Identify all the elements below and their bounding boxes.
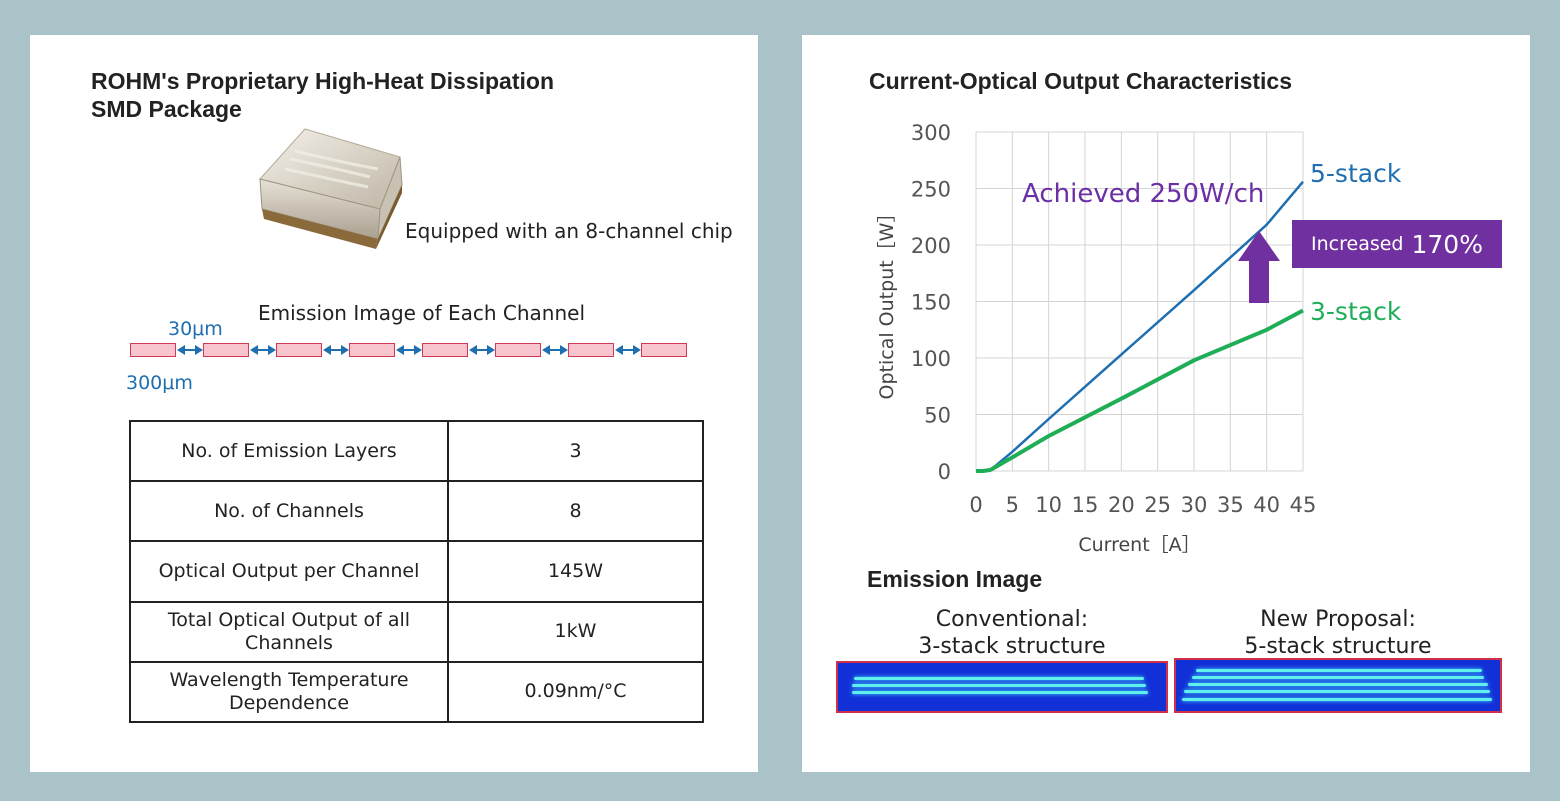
channel-emitter xyxy=(495,343,541,357)
emission-line xyxy=(1192,676,1484,679)
right-panel: Current-Optical Output Characteristics 0… xyxy=(802,35,1530,772)
smd-package-image xyxy=(259,128,403,249)
y-tick-label: 200 xyxy=(911,234,951,258)
channel-emission-title: Emission Image of Each Channel xyxy=(258,301,586,325)
chart-title: Current-Optical Output Characteristics xyxy=(869,68,1293,94)
achieved-annotation: Achieved 250W/ch xyxy=(1022,179,1265,209)
spec-label: No. of Emission Layers xyxy=(129,419,449,483)
spec-value: 1kW xyxy=(447,600,704,663)
channel-emitter xyxy=(276,343,322,357)
spec-label: No. of Channels xyxy=(129,480,449,543)
channel-emitter xyxy=(349,343,395,357)
emission-line xyxy=(852,684,1146,687)
y-axis-title: Optical Output［W］ xyxy=(876,204,898,400)
left-panel: ROHM's Proprietary High-Heat Dissipation… xyxy=(30,35,758,772)
x-tick-label: 0 xyxy=(969,493,982,517)
emission-line xyxy=(852,691,1148,694)
channel-row xyxy=(130,342,690,360)
x-tick-label: 30 xyxy=(1181,493,1208,517)
x-tick-label: 45 xyxy=(1290,493,1317,517)
package-title-line1: ROHM's Proprietary High-Heat Dissipation xyxy=(91,68,554,94)
double-arrow-icon xyxy=(469,345,495,355)
y-tick-label: 100 xyxy=(911,347,951,371)
emission-line xyxy=(854,677,1144,680)
x-tick-label: 5 xyxy=(1006,493,1019,517)
conventional-caption-line1: Conventional: xyxy=(935,607,1089,632)
channel-emitter xyxy=(203,343,249,357)
x-axis-title: Current［A］ xyxy=(1078,534,1200,556)
x-tick-label: 35 xyxy=(1217,493,1244,517)
table-row: Optical Output per Channel 145W xyxy=(129,540,704,603)
increase-badge-label: Increased xyxy=(1311,233,1404,255)
emission-line xyxy=(1196,669,1482,672)
spec-label: Total Optical Output of all Channels xyxy=(129,600,449,663)
table-row: Wavelength Temperature Dependence 0.09nm… xyxy=(129,660,704,724)
package-title-line2: SMD Package xyxy=(91,96,242,122)
increase-badge-value: 170% xyxy=(1411,229,1483,259)
double-arrow-icon xyxy=(323,345,349,355)
spec-value: 0.09nm/°C xyxy=(447,660,704,724)
channel-emitter xyxy=(130,343,176,357)
x-tick-label: 15 xyxy=(1072,493,1099,517)
emission-line xyxy=(1182,698,1492,701)
new-caption-line2: 5-stack structure xyxy=(1244,634,1432,659)
table-row: Total Optical Output of all Channels 1kW xyxy=(129,600,704,663)
table-row: No. of Emission Layers 3 xyxy=(129,419,704,483)
spec-label: Optical Output per Channel xyxy=(129,540,449,603)
series-line-3-stack xyxy=(976,308,1304,473)
series-label-3-stack: 3-stack xyxy=(1310,297,1402,326)
x-tick-label: 10 xyxy=(1035,493,1062,517)
emission-line xyxy=(1184,690,1490,693)
channel-gap-label: 30μm xyxy=(168,318,223,340)
x-tick-label: 20 xyxy=(1108,493,1135,517)
package-caption: Equipped with an 8-channel chip xyxy=(405,219,733,243)
conventional-caption-line2: 3-stack structure xyxy=(918,634,1106,659)
emission-image-title: Emission Image xyxy=(867,566,1043,592)
y-tick-label: 300 xyxy=(911,121,951,145)
x-tick-label: 25 xyxy=(1144,493,1171,517)
double-arrow-icon xyxy=(615,345,641,355)
y-tick-label: 150 xyxy=(911,291,951,315)
series-label-5-stack: 5-stack xyxy=(1310,159,1402,188)
double-arrow-icon xyxy=(396,345,422,355)
channel-width-label: 300μm xyxy=(126,372,193,394)
emission-image-5-stack xyxy=(1174,658,1502,713)
increase-badge: Increased 170% xyxy=(1292,220,1502,268)
table-row: No. of Channels 8 xyxy=(129,480,704,543)
spec-value: 3 xyxy=(447,419,704,483)
up-arrow-icon xyxy=(1238,231,1280,303)
double-arrow-icon xyxy=(177,345,203,355)
spec-label: Wavelength Temperature Dependence xyxy=(129,660,449,724)
channel-emitter xyxy=(568,343,614,357)
conventional-caption: Conventional: 3-stack structure xyxy=(862,606,1162,660)
double-arrow-icon xyxy=(250,345,276,355)
current-output-chart: 0 5 10 15 20 25 30 35 40 45050100150200250300Curr… xyxy=(876,121,1317,556)
y-tick-label: 250 xyxy=(911,178,951,202)
emission-image-3-stack xyxy=(836,661,1168,713)
new-caption-line1: New Proposal: xyxy=(1260,607,1416,632)
y-tick-label: 0 xyxy=(938,460,951,484)
spec-value: 8 xyxy=(447,480,704,543)
new-proposal-caption: New Proposal: 5-stack structure xyxy=(1174,606,1502,660)
emission-line xyxy=(1188,683,1488,686)
double-arrow-icon xyxy=(542,345,568,355)
y-tick-label: 50 xyxy=(924,404,951,428)
x-tick-label: 40 xyxy=(1253,493,1280,517)
channel-emitter xyxy=(641,343,687,357)
spec-value: 145W xyxy=(447,540,704,603)
channel-emitter xyxy=(422,343,468,357)
spec-table: No. of Emission Layers 3 No. of Channels… xyxy=(129,419,704,724)
